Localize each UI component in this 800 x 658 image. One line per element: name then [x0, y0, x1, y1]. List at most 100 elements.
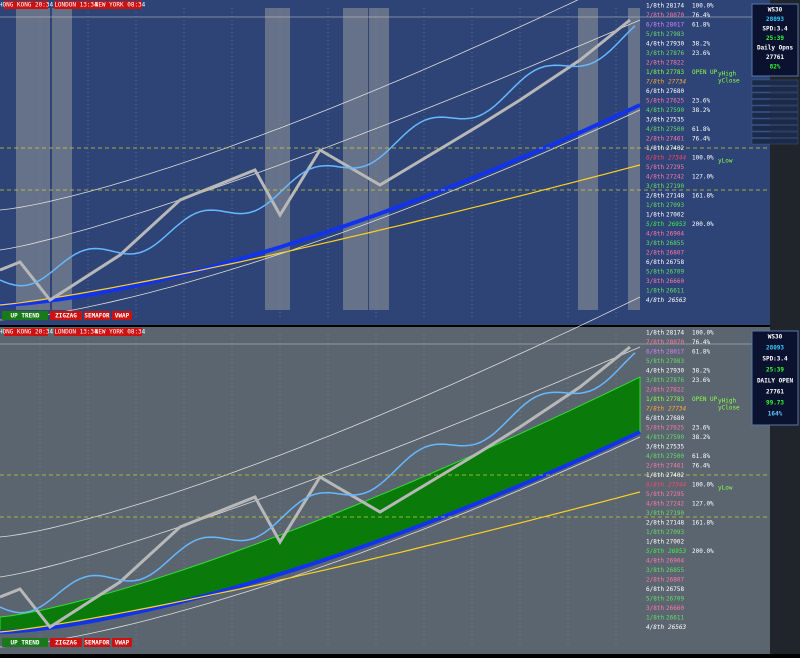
moving-average	[0, 164, 641, 306]
level-name: 2/8th	[646, 250, 664, 257]
level-name: 3/8th	[646, 377, 664, 384]
button[interactable]	[50, 311, 82, 320]
info-row	[751, 131, 799, 138]
info-row	[751, 79, 799, 86]
level-pct: 38.2%	[692, 107, 710, 114]
button-label: UP TREND	[11, 313, 40, 320]
level-name: 5/8th	[646, 425, 664, 432]
level-name: 1/8th	[646, 396, 664, 403]
session-band	[628, 8, 640, 310]
button[interactable]	[112, 311, 132, 320]
level-price: 27500	[666, 126, 684, 133]
level-name: 6/8th	[646, 88, 664, 95]
level-name: 2/8th	[646, 387, 664, 394]
level-name: 3/8th	[646, 444, 664, 451]
level-price: 27876	[666, 50, 684, 57]
info-text: 25:39	[766, 367, 784, 374]
moving-average	[0, 103, 641, 307]
envelope	[0, 0, 579, 211]
level-price: 27680	[666, 415, 684, 422]
level-name: 1/8th	[646, 145, 664, 152]
button[interactable]	[50, 638, 82, 647]
level-name: 1/8th	[646, 472, 664, 479]
annotation: yLow	[718, 485, 733, 492]
level-name: 5/8th	[646, 548, 664, 555]
level-price: 27822	[666, 387, 684, 394]
level-price: 27876	[666, 377, 684, 384]
level-price: 27783	[666, 69, 684, 76]
button[interactable]	[2, 638, 48, 647]
level-pct: 61.8%	[692, 126, 710, 133]
level-pct: 161.8%	[692, 193, 714, 200]
info-text: DAILY OPEN	[757, 378, 794, 385]
level-name: 4/8th	[646, 126, 664, 133]
session-label: LONDON 13:34	[54, 329, 98, 336]
button-label: VWAP	[115, 640, 130, 647]
session-box	[54, 1, 98, 9]
level-price: 28070	[666, 339, 684, 346]
level-price: 27930	[666, 368, 684, 375]
level-name: 7/8th	[646, 339, 664, 346]
level-name: 6/8th	[646, 155, 664, 162]
level-price: 27783	[666, 396, 684, 403]
level-price: 27461	[666, 136, 684, 143]
level-pct: 100.0%	[692, 330, 714, 337]
level-price: 27983	[666, 358, 684, 365]
level-name: 3/8th	[646, 278, 664, 285]
level-price: 27625	[666, 98, 684, 105]
button-label: VWAP	[115, 313, 130, 320]
button[interactable]	[84, 638, 110, 647]
level-price: 27822	[666, 60, 684, 67]
level-name: 7/8th	[646, 79, 664, 86]
level-price: 27344	[668, 155, 686, 162]
level-price: 27734	[668, 79, 686, 86]
level-name: 1/8th	[646, 202, 664, 209]
info-box	[751, 3, 799, 77]
button[interactable]	[2, 311, 48, 320]
level-name: 5/8th	[646, 269, 664, 276]
button[interactable]	[84, 311, 110, 320]
button-label: UP TREND	[11, 640, 40, 647]
level-price: 26953	[668, 221, 686, 228]
level-name: 3/8th	[646, 240, 664, 247]
level-price: 27093	[666, 529, 684, 536]
session-band	[16, 8, 50, 310]
level-name: 4/8th	[646, 297, 664, 304]
button[interactable]	[112, 638, 132, 647]
level-name: 6/8th	[646, 586, 664, 593]
price	[0, 25, 636, 287]
info-row	[751, 99, 799, 106]
level-pct: 200.0%	[692, 221, 714, 228]
info-text: WS30	[768, 7, 783, 14]
level-price: 27344	[668, 482, 686, 489]
info-text: 27761	[766, 389, 784, 396]
level-name: 5/8th	[646, 164, 664, 171]
level-price: 27500	[666, 453, 684, 460]
level-name: 5/8th	[646, 491, 664, 498]
session-label: HONG KONG 20:34	[0, 2, 53, 9]
session-band	[265, 8, 290, 310]
info-text: SPD:3.4	[762, 356, 788, 363]
level-price: 27930	[666, 41, 684, 48]
level-pct: 76.4%	[692, 136, 710, 143]
info-text: WS30	[768, 334, 783, 341]
info-text: 27761	[766, 54, 784, 61]
level-name: 1/8th	[646, 69, 664, 76]
level-pct: 61.8%	[692, 349, 710, 356]
annotation: yClose	[718, 405, 740, 412]
info-text: 164%	[768, 411, 783, 418]
session-box	[54, 328, 98, 336]
level-pct: 100.0%	[692, 155, 714, 162]
level-price: 27402	[666, 145, 684, 152]
level-price: 26660	[666, 605, 684, 612]
level-price: 26855	[666, 240, 684, 247]
level-price: 27148	[666, 520, 684, 527]
level-pct: 38.2%	[692, 434, 710, 441]
level-pct: OPEN UP	[692, 396, 718, 403]
level-price: 27590	[666, 434, 684, 441]
info-row	[751, 86, 799, 93]
level-price: 26807	[666, 577, 684, 584]
level-price: 27190	[666, 183, 684, 190]
level-pct: 76.4%	[692, 463, 710, 470]
